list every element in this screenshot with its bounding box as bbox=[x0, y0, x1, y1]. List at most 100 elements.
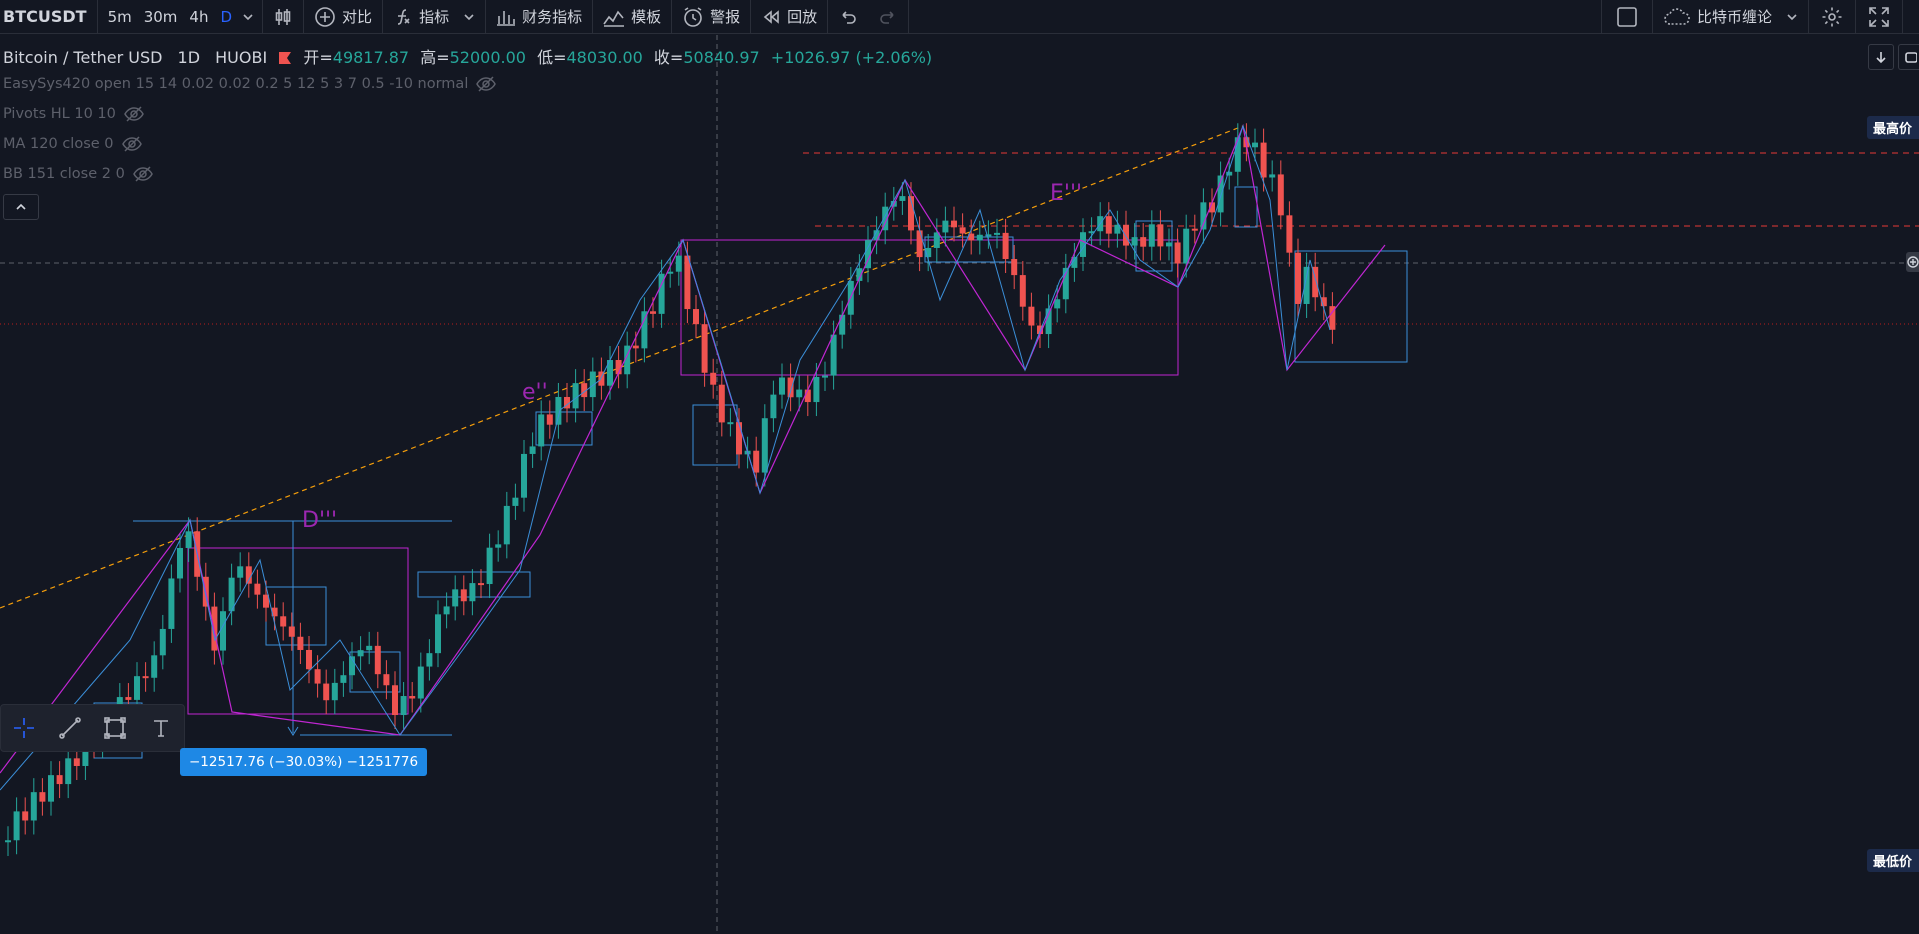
candle-body bbox=[1123, 224, 1129, 246]
financials-button[interactable]: 财务指标 bbox=[486, 0, 592, 34]
study-bb-151[interactable]: BB 151 close 2 0 bbox=[3, 166, 153, 182]
candle-body bbox=[426, 653, 433, 667]
rectangle-tool-button[interactable] bbox=[93, 705, 139, 751]
candle-body bbox=[589, 371, 596, 398]
templates-button[interactable]: 模板 bbox=[593, 0, 671, 34]
collapse-legend-button[interactable] bbox=[3, 194, 39, 220]
candle-body bbox=[13, 811, 20, 841]
interval-30m[interactable]: 30m bbox=[143, 7, 178, 26]
candle-body bbox=[1226, 171, 1233, 176]
toolbar-divider bbox=[671, 0, 673, 34]
legend-interval: 1D bbox=[177, 48, 201, 67]
candle-series bbox=[5, 123, 1336, 856]
candle-body bbox=[959, 227, 966, 234]
candle-body bbox=[632, 345, 639, 349]
legend-symbol-name: Bitcoin / Tether USD bbox=[3, 48, 163, 67]
alert-button[interactable]: 警报 bbox=[672, 0, 750, 34]
pattern-box bbox=[187, 547, 409, 715]
candle-body bbox=[675, 255, 682, 272]
candle-body bbox=[39, 792, 46, 802]
scroll-to-latest-button[interactable] bbox=[1868, 44, 1894, 70]
toolbar-divider bbox=[1600, 0, 1602, 34]
candle-body bbox=[555, 396, 562, 425]
interval-4h[interactable]: 4h bbox=[189, 7, 209, 26]
rewind-icon bbox=[763, 9, 779, 24]
eye-hidden-icon[interactable] bbox=[476, 76, 497, 92]
candle-body bbox=[1131, 237, 1138, 246]
candle-body bbox=[1269, 174, 1276, 178]
function-icon bbox=[397, 8, 410, 25]
candle-body bbox=[546, 414, 553, 425]
candle-body bbox=[1312, 266, 1319, 298]
candle-body bbox=[1148, 224, 1155, 247]
toolbar-divider bbox=[382, 0, 384, 34]
study-label: Pivots HL 10 10 bbox=[3, 106, 116, 122]
redo-button[interactable] bbox=[868, 0, 908, 34]
toolbar-divider bbox=[1808, 0, 1809, 34]
study-easysys420[interactable]: EasySys420 open 15 14 0.02 0.02 0.2 5 12… bbox=[3, 76, 497, 92]
maximize-pane-button[interactable] bbox=[1898, 44, 1919, 70]
layout-menu-button[interactable]: 比特币缠论 bbox=[1653, 0, 1808, 34]
wave-label-e-lower: e'' bbox=[522, 380, 548, 405]
candle-body bbox=[443, 606, 450, 615]
candle-body bbox=[512, 497, 519, 506]
legend-low-label: 低= bbox=[537, 48, 567, 67]
candle-body bbox=[1303, 266, 1310, 304]
compare-button[interactable]: 对比 bbox=[304, 0, 382, 34]
zigzag-primary bbox=[0, 123, 1386, 774]
undo-button[interactable] bbox=[828, 0, 868, 34]
eye-hidden-icon[interactable] bbox=[124, 106, 144, 122]
interval-dropdown[interactable] bbox=[238, 0, 258, 34]
candle-body bbox=[168, 578, 175, 629]
candle-body bbox=[1140, 237, 1147, 247]
legend-change: +1026.97 (+2.06%) bbox=[770, 48, 933, 67]
candle-body bbox=[615, 360, 622, 375]
candle-body bbox=[942, 220, 949, 233]
candle-body bbox=[486, 547, 493, 585]
candle-body bbox=[770, 394, 777, 419]
candle-body bbox=[1295, 252, 1301, 304]
candle-body bbox=[727, 422, 734, 425]
candle-body bbox=[22, 811, 29, 821]
candle-body bbox=[572, 383, 579, 409]
fullscreen-checkbox[interactable] bbox=[1602, 0, 1652, 34]
candle-body bbox=[1071, 256, 1078, 268]
candle-body bbox=[839, 314, 846, 335]
measure-arrow bbox=[287, 726, 299, 736]
compare-label: 对比 bbox=[342, 8, 373, 26]
study-ma-120[interactable]: MA 120 close 0 bbox=[3, 136, 142, 152]
candle-body bbox=[254, 583, 261, 595]
candle-body bbox=[1217, 175, 1224, 213]
candle-body bbox=[48, 775, 54, 802]
study-pivots-hl[interactable]: Pivots HL 10 10 bbox=[3, 106, 144, 122]
chart-type-button[interactable] bbox=[263, 0, 303, 34]
interval-d[interactable]: D bbox=[220, 7, 233, 26]
candle-body bbox=[1329, 306, 1336, 330]
candle-body bbox=[985, 234, 992, 237]
interval-5m[interactable]: 5m bbox=[107, 7, 132, 26]
price-chart[interactable]: D''' E''' e'' bbox=[0, 35, 1919, 934]
trend-line-tool-button[interactable] bbox=[47, 705, 93, 751]
text-icon bbox=[154, 720, 169, 737]
study-label: BB 151 close 2 0 bbox=[3, 166, 125, 182]
eye-hidden-icon[interactable] bbox=[121, 136, 142, 152]
flag-icon[interactable] bbox=[278, 51, 292, 65]
candle-body bbox=[1252, 142, 1258, 148]
replay-button[interactable]: 回放 bbox=[751, 0, 827, 34]
text-tool-button[interactable] bbox=[138, 705, 184, 751]
candle-body bbox=[1183, 228, 1190, 264]
eye-hidden-icon[interactable] bbox=[132, 166, 153, 182]
settings-button[interactable] bbox=[1809, 0, 1855, 34]
candle-body bbox=[521, 453, 527, 498]
symbol-search-button[interactable]: BTCUSDT bbox=[3, 7, 87, 26]
add-alert-button[interactable] bbox=[1906, 252, 1919, 272]
crosshair-tool-button[interactable] bbox=[1, 705, 47, 751]
indicators-button[interactable]: 指标 bbox=[383, 0, 485, 34]
candle-body bbox=[1277, 174, 1284, 216]
toolbar-divider bbox=[303, 0, 305, 34]
study-label: MA 120 close 0 bbox=[3, 136, 114, 152]
candle-body bbox=[228, 577, 235, 612]
candle-body bbox=[1037, 325, 1043, 335]
candle-body bbox=[1019, 275, 1026, 307]
fullscreen-button[interactable] bbox=[1856, 0, 1902, 34]
